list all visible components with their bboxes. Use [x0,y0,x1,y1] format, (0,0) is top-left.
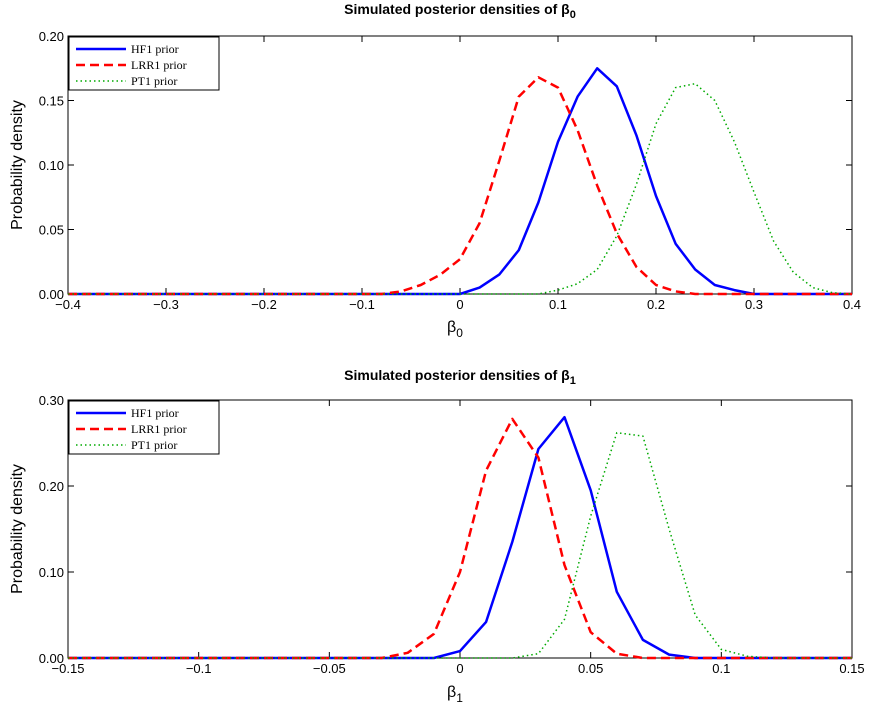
y-tick-label: 0.15 [39,94,64,109]
series-lines [68,67,853,296]
series-line-hf1 [68,415,852,660]
legend-label-pt1: PT1 prior [131,438,177,452]
x-tick-label: 0.15 [839,661,864,676]
x-tick-label: 0 [456,297,463,312]
y-tick-label: 0.00 [39,287,64,302]
axis-ticks: −0.4 −0.3 −0.2 −0.1 0 0.1 0.2 0.3 0.4 0.00 0.05 0.1… [39,29,861,312]
x-tick-label: 0.3 [745,297,763,312]
series-line-hf1 [68,67,852,296]
y-axis-label: Probability density [9,100,26,230]
y-axis-label: Probability density [9,464,26,594]
x-tick-label: −0.1 [349,297,375,312]
chart-panel-beta1: Simulated posterior densities of β1 −0.1… [9,367,865,705]
y-tick-label: 0.10 [39,158,64,173]
x-axis-label: β1 [447,684,463,705]
legend-label-lrr1: LRR1 prior [131,58,187,72]
x-tick-label: 0.1 [549,297,567,312]
legend-label-hf1: HF1 prior [131,42,179,56]
series-line-pt1 [68,431,852,659]
series-lines [68,415,852,660]
chart-title: Simulated posterior densities of β1 [344,367,576,387]
y-tick-label: 0.05 [39,223,64,238]
x-tick-label: −0.05 [313,661,346,676]
axis-ticks: −0.15 −0.1 −0.05 0 0.05 0.1 0.15 0.00 0.10 0.20 0.… [39,393,865,676]
x-tick-label: −0.2 [251,297,277,312]
x-tick-label: 0.2 [647,297,665,312]
y-tick-label: 0.20 [39,479,64,494]
y-tick-label: 0.00 [39,651,64,666]
x-tick-label: −0.4 [55,297,81,312]
x-tick-label: 0.4 [843,297,861,312]
series-line-lrr1 [68,76,852,296]
series-line-pt1 [68,82,853,295]
y-tick-label: 0.10 [39,565,64,580]
x-tick-label: 0.1 [712,661,730,676]
legend: HF1 prior LRR1 prior PT1 prior [68,36,220,91]
x-tick-label: −0.1 [186,661,212,676]
legend-label-pt1: PT1 prior [131,74,177,88]
x-tick-label: −0.15 [52,661,85,676]
y-tick-label: 0.20 [39,29,64,44]
x-tick-label: 0 [456,661,463,676]
x-tick-label: 0.05 [578,661,603,676]
legend-label-hf1: HF1 prior [131,406,179,420]
legend-label-lrr1: LRR1 prior [131,422,187,436]
y-tick-label: 0.30 [39,393,64,408]
x-tick-label: −0.3 [153,297,179,312]
chart-panel-beta0: Simulated posterior densities of β0 −0.4… [9,1,861,340]
legend: HF1 prior LRR1 prior PT1 prior [68,400,220,455]
x-axis-label: β0 [447,319,463,340]
chart-title: Simulated posterior densities of β0 [344,1,576,21]
series-line-lrr1 [68,417,852,660]
